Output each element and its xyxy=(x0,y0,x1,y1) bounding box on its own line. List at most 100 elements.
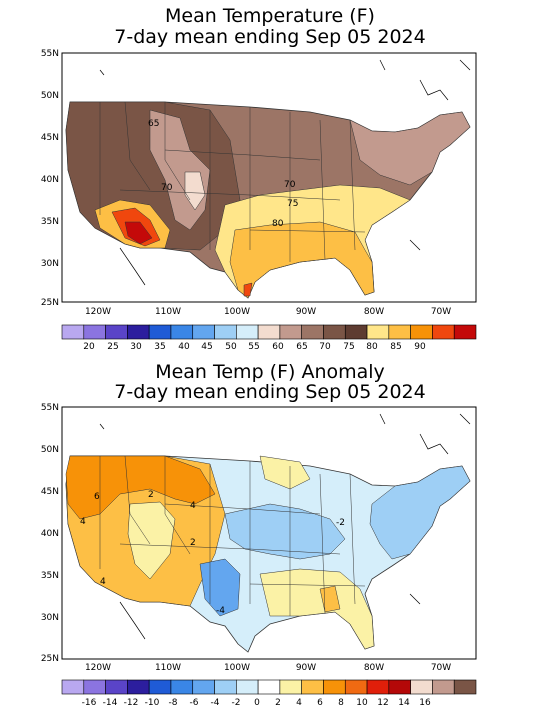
lat-labels: 55N 50N 45N 40N 35N 30N 25N xyxy=(41,49,59,308)
legend-swatch xyxy=(453,324,477,340)
southwest-hottest-region xyxy=(124,221,153,245)
contour-label: 6 xyxy=(94,492,100,502)
legend-swatch xyxy=(148,679,172,695)
contour-label: 80 xyxy=(272,219,284,229)
contour-label: 4 xyxy=(190,501,196,511)
legend-swatch xyxy=(453,679,477,695)
legend-tick: -16 xyxy=(82,698,97,708)
contour-label: -2 xyxy=(336,518,345,528)
lon-labels: 120W 110W 100W 90W 80W 70W xyxy=(85,663,451,673)
legend-swatch xyxy=(279,324,302,340)
legend-tick: 90 xyxy=(414,342,426,352)
legend-tick: 12 xyxy=(377,698,388,708)
anomaly-legend xyxy=(61,679,477,695)
legend-swatch xyxy=(366,679,390,695)
legend-swatch xyxy=(344,679,368,695)
legend-swatch xyxy=(410,324,433,340)
legend-tick-labels: 20 25 30 35 40 45 50 55 60 65 70 75 80 8… xyxy=(83,342,426,352)
west-light-warm-region xyxy=(127,501,176,580)
contour-label: 4 xyxy=(80,517,86,527)
southeast-hot-region xyxy=(319,585,341,613)
legend-swatch xyxy=(105,679,128,695)
legend-tick: -6 xyxy=(190,698,199,708)
legend-tick: 50 xyxy=(225,342,237,352)
legend-swatch xyxy=(344,324,368,340)
legend-tick: 10 xyxy=(356,698,368,708)
legend-tick: 0 xyxy=(254,698,260,708)
state-borders xyxy=(99,101,366,262)
legend-swatch xyxy=(323,324,346,340)
lon-label: 80W xyxy=(364,663,384,673)
legend-swatch xyxy=(148,324,172,340)
contour-label: 75 xyxy=(287,199,298,209)
panel2-title-line2: 7-day mean ending Sep 05 2024 xyxy=(114,381,426,403)
temperature-legend xyxy=(61,324,477,340)
lat-labels: 55N 50N 45N 40N 35N 30N 25N xyxy=(41,403,59,664)
lat-label: 55N xyxy=(41,403,59,413)
lon-label: 100W xyxy=(224,663,250,673)
legend-tick: -4 xyxy=(211,698,220,708)
state-borders xyxy=(99,455,366,616)
lon-label: 70W xyxy=(431,663,451,673)
legend-tick: 80 xyxy=(366,342,378,352)
legend-swatch xyxy=(61,324,85,340)
northeast-region xyxy=(349,111,471,186)
legend-swatch xyxy=(432,324,455,340)
legend-swatch xyxy=(410,679,433,695)
coastlines xyxy=(99,413,471,640)
lon-label: 80W xyxy=(364,307,384,317)
legend-tick: 4 xyxy=(296,698,302,708)
legend-tick: 2 xyxy=(275,698,281,708)
panel2-title-line1: Mean Temp (F) Anomaly xyxy=(155,361,385,383)
contour-label: 2 xyxy=(148,490,154,500)
lat-label: 25N xyxy=(41,298,59,308)
legend-tick: 25 xyxy=(107,342,118,352)
contour-label: -4 xyxy=(216,606,225,616)
legend-tick-labels: -16 -14 -12 -10 -8 -6 -4 -2 0 2 4 6 8 10… xyxy=(82,698,431,708)
lon-label: 120W xyxy=(85,307,111,317)
southeast-warm-region xyxy=(259,568,375,650)
lat-label: 45N xyxy=(41,487,59,497)
contour-label: 70 xyxy=(161,183,173,193)
contour-label: 2 xyxy=(190,538,196,548)
lon-labels: 120W 110W 100W 90W 80W 70W xyxy=(85,307,451,317)
south-texas-hot-region xyxy=(243,282,253,297)
lat-label: 40N xyxy=(41,175,59,185)
lat-label: 35N xyxy=(41,217,59,227)
lon-label: 100W xyxy=(224,307,250,317)
coastlines xyxy=(99,59,471,286)
rockies-light-region xyxy=(184,171,206,211)
legend-tick: -14 xyxy=(103,698,118,708)
legend-tick: 75 xyxy=(343,342,354,352)
legend-swatch xyxy=(388,679,411,695)
legend-swatch xyxy=(83,324,106,340)
legend-tick: 8 xyxy=(338,698,344,708)
legend-swatch xyxy=(301,324,324,340)
lat-label: 50N xyxy=(41,445,59,455)
northwest-hot-region xyxy=(65,455,216,520)
lat-label: 55N xyxy=(41,49,59,59)
lat-label: 30N xyxy=(41,613,59,623)
legend-tick: 45 xyxy=(201,342,212,352)
legend-tick: 6 xyxy=(317,698,323,708)
legend-tick: 35 xyxy=(154,342,165,352)
legend-tick: 55 xyxy=(248,342,259,352)
legend-swatch xyxy=(127,679,150,695)
legend-swatch xyxy=(323,679,346,695)
legend-swatch xyxy=(214,324,237,340)
legend-swatch xyxy=(192,324,215,340)
legend-swatch xyxy=(257,324,281,340)
legend-swatch xyxy=(127,324,150,340)
legend-swatch xyxy=(236,324,259,340)
lat-label: 35N xyxy=(41,571,59,581)
legend-swatch xyxy=(236,679,259,695)
legend-tick: 16 xyxy=(419,698,431,708)
lat-label: 30N xyxy=(41,259,59,269)
legend-swatch xyxy=(279,679,302,695)
legend-tick: 14 xyxy=(398,698,410,708)
contour-label: 70 xyxy=(284,180,296,190)
legend-tick: -8 xyxy=(169,698,178,708)
legend-tick: 65 xyxy=(296,342,307,352)
contour-label: 4 xyxy=(100,577,106,587)
legend-swatch xyxy=(61,679,85,695)
